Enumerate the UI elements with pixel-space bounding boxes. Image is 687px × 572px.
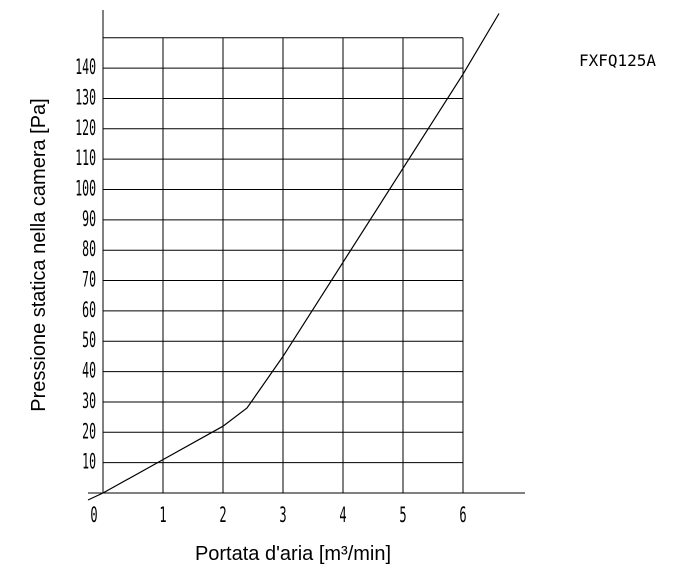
axes [88, 10, 525, 494]
y-tick-label: 60 [82, 298, 96, 323]
x-tick-label: 1 [159, 503, 166, 528]
grid [103, 37, 464, 493]
series-line [102, 13, 500, 494]
x-tick-label: 3 [279, 503, 286, 528]
y-tick-label: 110 [75, 146, 96, 171]
x-tick-label: 2 [219, 503, 226, 528]
y-tick-label: 20 [82, 420, 96, 445]
series-line-stub [87, 492, 104, 501]
model-label: FXFQ125A [579, 51, 656, 70]
x-tick-labels: 0 1 2 3 4 5 6 [90, 503, 466, 528]
y-tick-label: 90 [82, 207, 96, 232]
x-tick-label: 5 [399, 503, 406, 528]
y-tick-label: 10 [82, 450, 96, 475]
x-axis-title: Portata d'aria [m³/min] [195, 543, 391, 565]
y-tick-label: 30 [82, 389, 96, 414]
y-tick-label: 120 [75, 116, 96, 141]
y-tick-label: 130 [75, 86, 96, 111]
y-tick-label: 70 [82, 268, 96, 293]
y-tick-label: 50 [82, 329, 96, 354]
y-tick-label: 140 [75, 55, 96, 80]
y-tick-label: 80 [82, 237, 96, 262]
x-tick-label: 6 [459, 503, 466, 528]
y-tick-label: 100 [75, 177, 96, 202]
y-tick-label: 40 [82, 359, 96, 384]
x-tick-label: 4 [339, 503, 346, 528]
y-tick-labels: 10 20 30 40 50 60 70 80 90 100 110 120 130 140 [75, 55, 96, 475]
x-tick-label: 0 [90, 503, 97, 528]
series-group [87, 13, 500, 501]
y-axis-title: Pressione statica nella camera [Pa] [28, 98, 50, 412]
